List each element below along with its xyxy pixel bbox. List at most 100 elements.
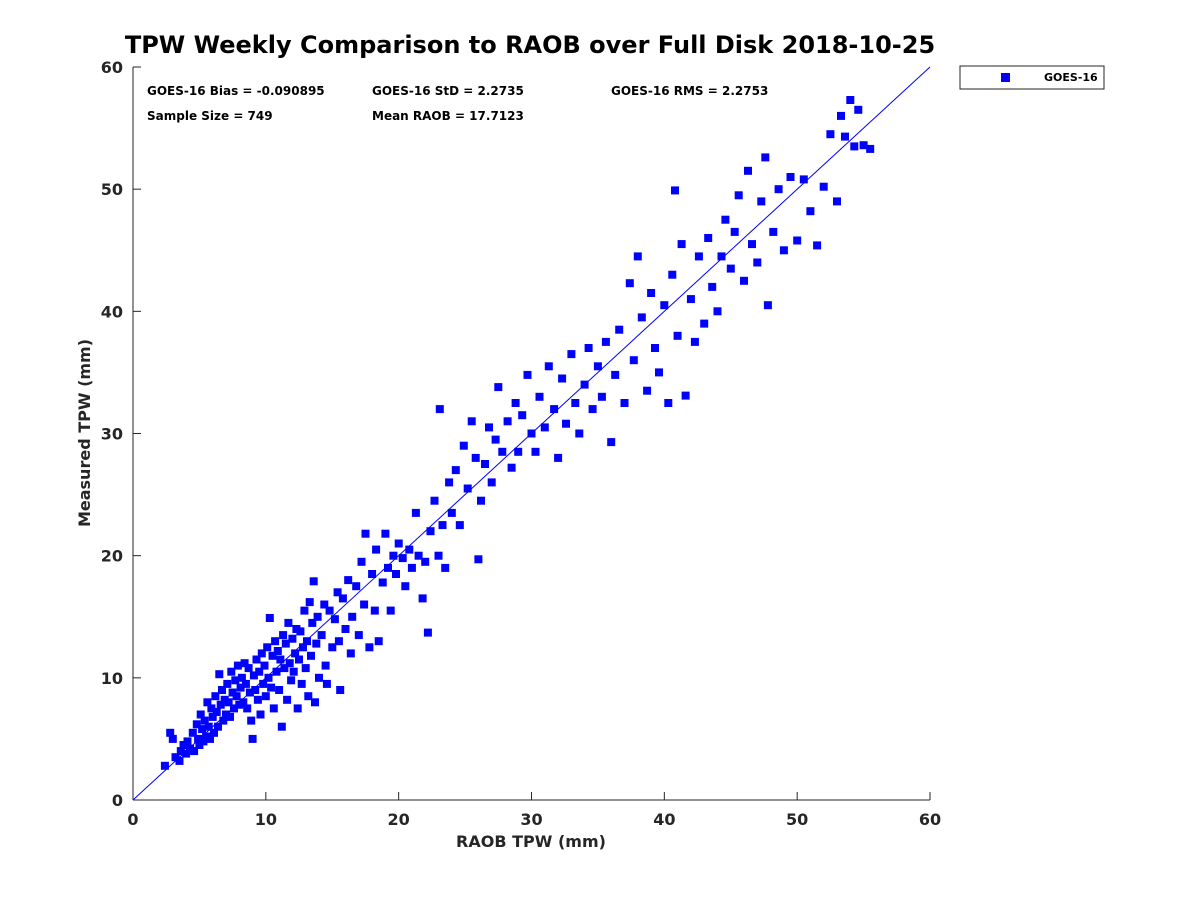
- data-point: [668, 270, 677, 279]
- data-point: [285, 659, 294, 668]
- one-to-one-reference-line: [132, 66, 931, 801]
- mean-raob-annotation: Mean RAOB = 17.7123: [372, 109, 524, 123]
- data-point: [341, 625, 350, 633]
- data-point: [218, 686, 226, 694]
- data-point: [854, 105, 863, 114]
- data-point: [567, 350, 576, 359]
- data-point: [269, 704, 278, 713]
- data-point: [300, 606, 309, 615]
- data-point: [655, 368, 663, 377]
- data-point: [786, 173, 795, 181]
- data-point: [593, 362, 602, 371]
- x-axis-label: RAOB TPW (mm): [456, 832, 606, 851]
- data-point: [301, 664, 310, 673]
- data-point: [307, 651, 315, 660]
- data-point: [279, 631, 288, 640]
- data-point: [334, 637, 343, 646]
- data-point: [633, 252, 642, 261]
- data-point: [236, 683, 245, 692]
- data-point: [471, 453, 480, 462]
- data-point: [277, 722, 286, 731]
- data-point: [841, 132, 849, 141]
- data-point: [248, 734, 257, 743]
- data-point: [271, 637, 280, 646]
- data-point: [806, 207, 815, 216]
- data-point: [344, 576, 353, 585]
- data-point: [370, 606, 379, 615]
- data-point: [333, 588, 342, 597]
- data-point: [769, 227, 778, 236]
- data-point: [175, 756, 184, 765]
- data-point: [287, 676, 296, 685]
- y-tick-label: 30: [101, 425, 123, 444]
- data-point: [168, 734, 177, 743]
- data-point: [211, 692, 220, 701]
- data-point: [467, 417, 476, 426]
- data-point: [414, 551, 423, 560]
- data-point: [686, 295, 695, 304]
- data-point: [203, 698, 212, 707]
- data-point: [365, 643, 374, 652]
- rms-annotation: GOES-16 RMS = 2.2753: [611, 84, 768, 98]
- data-point: [744, 166, 752, 175]
- data-point: [239, 698, 248, 707]
- data-point: [297, 679, 306, 688]
- data-point: [514, 447, 523, 456]
- data-point: [487, 478, 496, 487]
- data-point: [485, 423, 493, 432]
- data-point: [494, 383, 503, 392]
- data-point: [283, 695, 292, 704]
- data-point: [384, 563, 392, 572]
- data-point: [216, 700, 225, 709]
- data-point: [418, 594, 427, 603]
- data-point: [643, 386, 652, 395]
- data-point: [357, 557, 366, 566]
- data-point: [252, 655, 261, 664]
- data-point: [348, 612, 357, 621]
- data-point: [511, 399, 520, 407]
- data-point: [204, 722, 213, 731]
- data-point: [671, 186, 679, 195]
- data-point: [730, 227, 739, 236]
- data-point: [336, 686, 345, 694]
- data-point: [597, 392, 606, 401]
- y-tick-label: 10: [101, 669, 123, 688]
- data-point: [288, 634, 297, 643]
- data-point: [660, 301, 669, 310]
- data-point: [182, 749, 191, 758]
- y-tick-label: 20: [101, 547, 123, 566]
- data-point: [354, 631, 363, 640]
- data-point: [664, 399, 673, 407]
- data-point: [407, 563, 416, 572]
- data-point: [346, 649, 355, 658]
- data-point: [253, 695, 262, 704]
- x-tick-label: 50: [786, 810, 808, 829]
- data-point: [813, 241, 822, 250]
- data-point: [176, 747, 185, 756]
- data-point: [866, 144, 875, 153]
- data-point: [272, 667, 281, 676]
- data-point: [459, 441, 468, 450]
- y-axis-label: Measured TPW (mm): [75, 339, 94, 527]
- data-point: [726, 264, 735, 273]
- y-axis-ticks: 0 10 20 30 40 50 60: [101, 58, 141, 810]
- data-point: [166, 728, 175, 737]
- data-point: [255, 667, 264, 676]
- data-point: [268, 651, 277, 660]
- data-point: [708, 282, 717, 291]
- data-point: [625, 279, 634, 288]
- data-point: [677, 240, 686, 249]
- data-point: [320, 600, 329, 609]
- x-tick-label: 0: [127, 810, 138, 829]
- data-point: [309, 577, 318, 586]
- x-tick-label: 20: [388, 810, 410, 829]
- data-point: [491, 435, 500, 444]
- legend: GOES-16: [959, 65, 1105, 90]
- data-point: [265, 614, 274, 622]
- data-point: [267, 683, 276, 692]
- data-point: [833, 197, 841, 206]
- data-point: [779, 246, 788, 255]
- data-point: [799, 175, 808, 184]
- data-point: [477, 496, 485, 505]
